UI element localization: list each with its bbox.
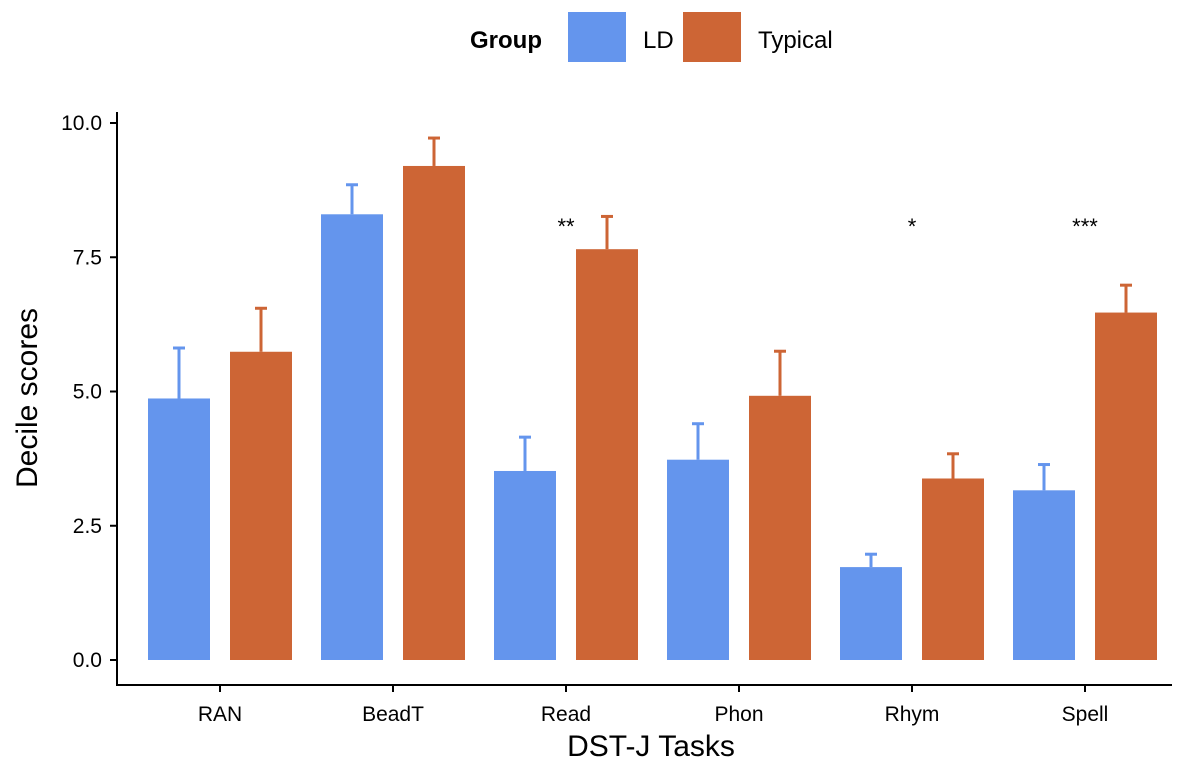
y-tick-label: 0.0: [73, 649, 102, 672]
x-ticks: RAN BeadT Read Phon Rhym Spell: [198, 685, 1109, 726]
y-ticks: 0.0 2.5 5.0 7.5 10.0: [61, 112, 117, 672]
bar-ld-rhym: [840, 567, 902, 660]
legend-swatch-ld: [568, 12, 626, 62]
legend-label-typical: Typical: [758, 27, 833, 54]
error-bars: [173, 136, 1132, 568]
legend-label-ld: LD: [643, 27, 674, 54]
x-tick-label: RAN: [198, 703, 242, 726]
bar-typical-phon: [749, 395, 811, 660]
significance-labels: ** * ***: [557, 214, 1098, 239]
y-tick-label: 7.5: [73, 246, 102, 269]
bar-typical-beadt: [403, 165, 465, 660]
significance-label: **: [557, 214, 575, 239]
bar-ld-phon: [667, 459, 729, 660]
significance-label: *: [908, 214, 917, 239]
bar-typical-rhym: [922, 478, 984, 660]
bar-ld-read: [494, 470, 556, 660]
significance-label: ***: [1072, 214, 1098, 239]
x-axis-title: DST-J Tasks: [567, 730, 735, 762]
bar-typical-spell: [1095, 312, 1157, 660]
y-tick-label: 10.0: [61, 112, 102, 135]
bar-typical-ran: [230, 351, 292, 660]
y-axis-title: Decile scores: [11, 308, 44, 488]
bar-ld-spell: [1013, 490, 1075, 660]
legend-swatch-typical: [683, 12, 741, 62]
legend: Group LD Typical: [470, 12, 833, 62]
x-tick-label: Rhym: [885, 703, 940, 726]
x-tick-label: Phon: [714, 703, 763, 726]
y-tick-label: 5.0: [73, 381, 102, 404]
bar-ld-beadt: [321, 214, 383, 661]
bars: [148, 165, 1157, 661]
x-tick-label: Read: [541, 703, 591, 726]
x-tick-label: BeadT: [362, 703, 424, 726]
y-tick-label: 2.5: [73, 515, 102, 538]
bar-ld-ran: [148, 398, 210, 660]
legend-title: Group: [470, 27, 542, 54]
x-tick-label: Spell: [1062, 703, 1109, 726]
bar-typical-read: [576, 249, 638, 660]
